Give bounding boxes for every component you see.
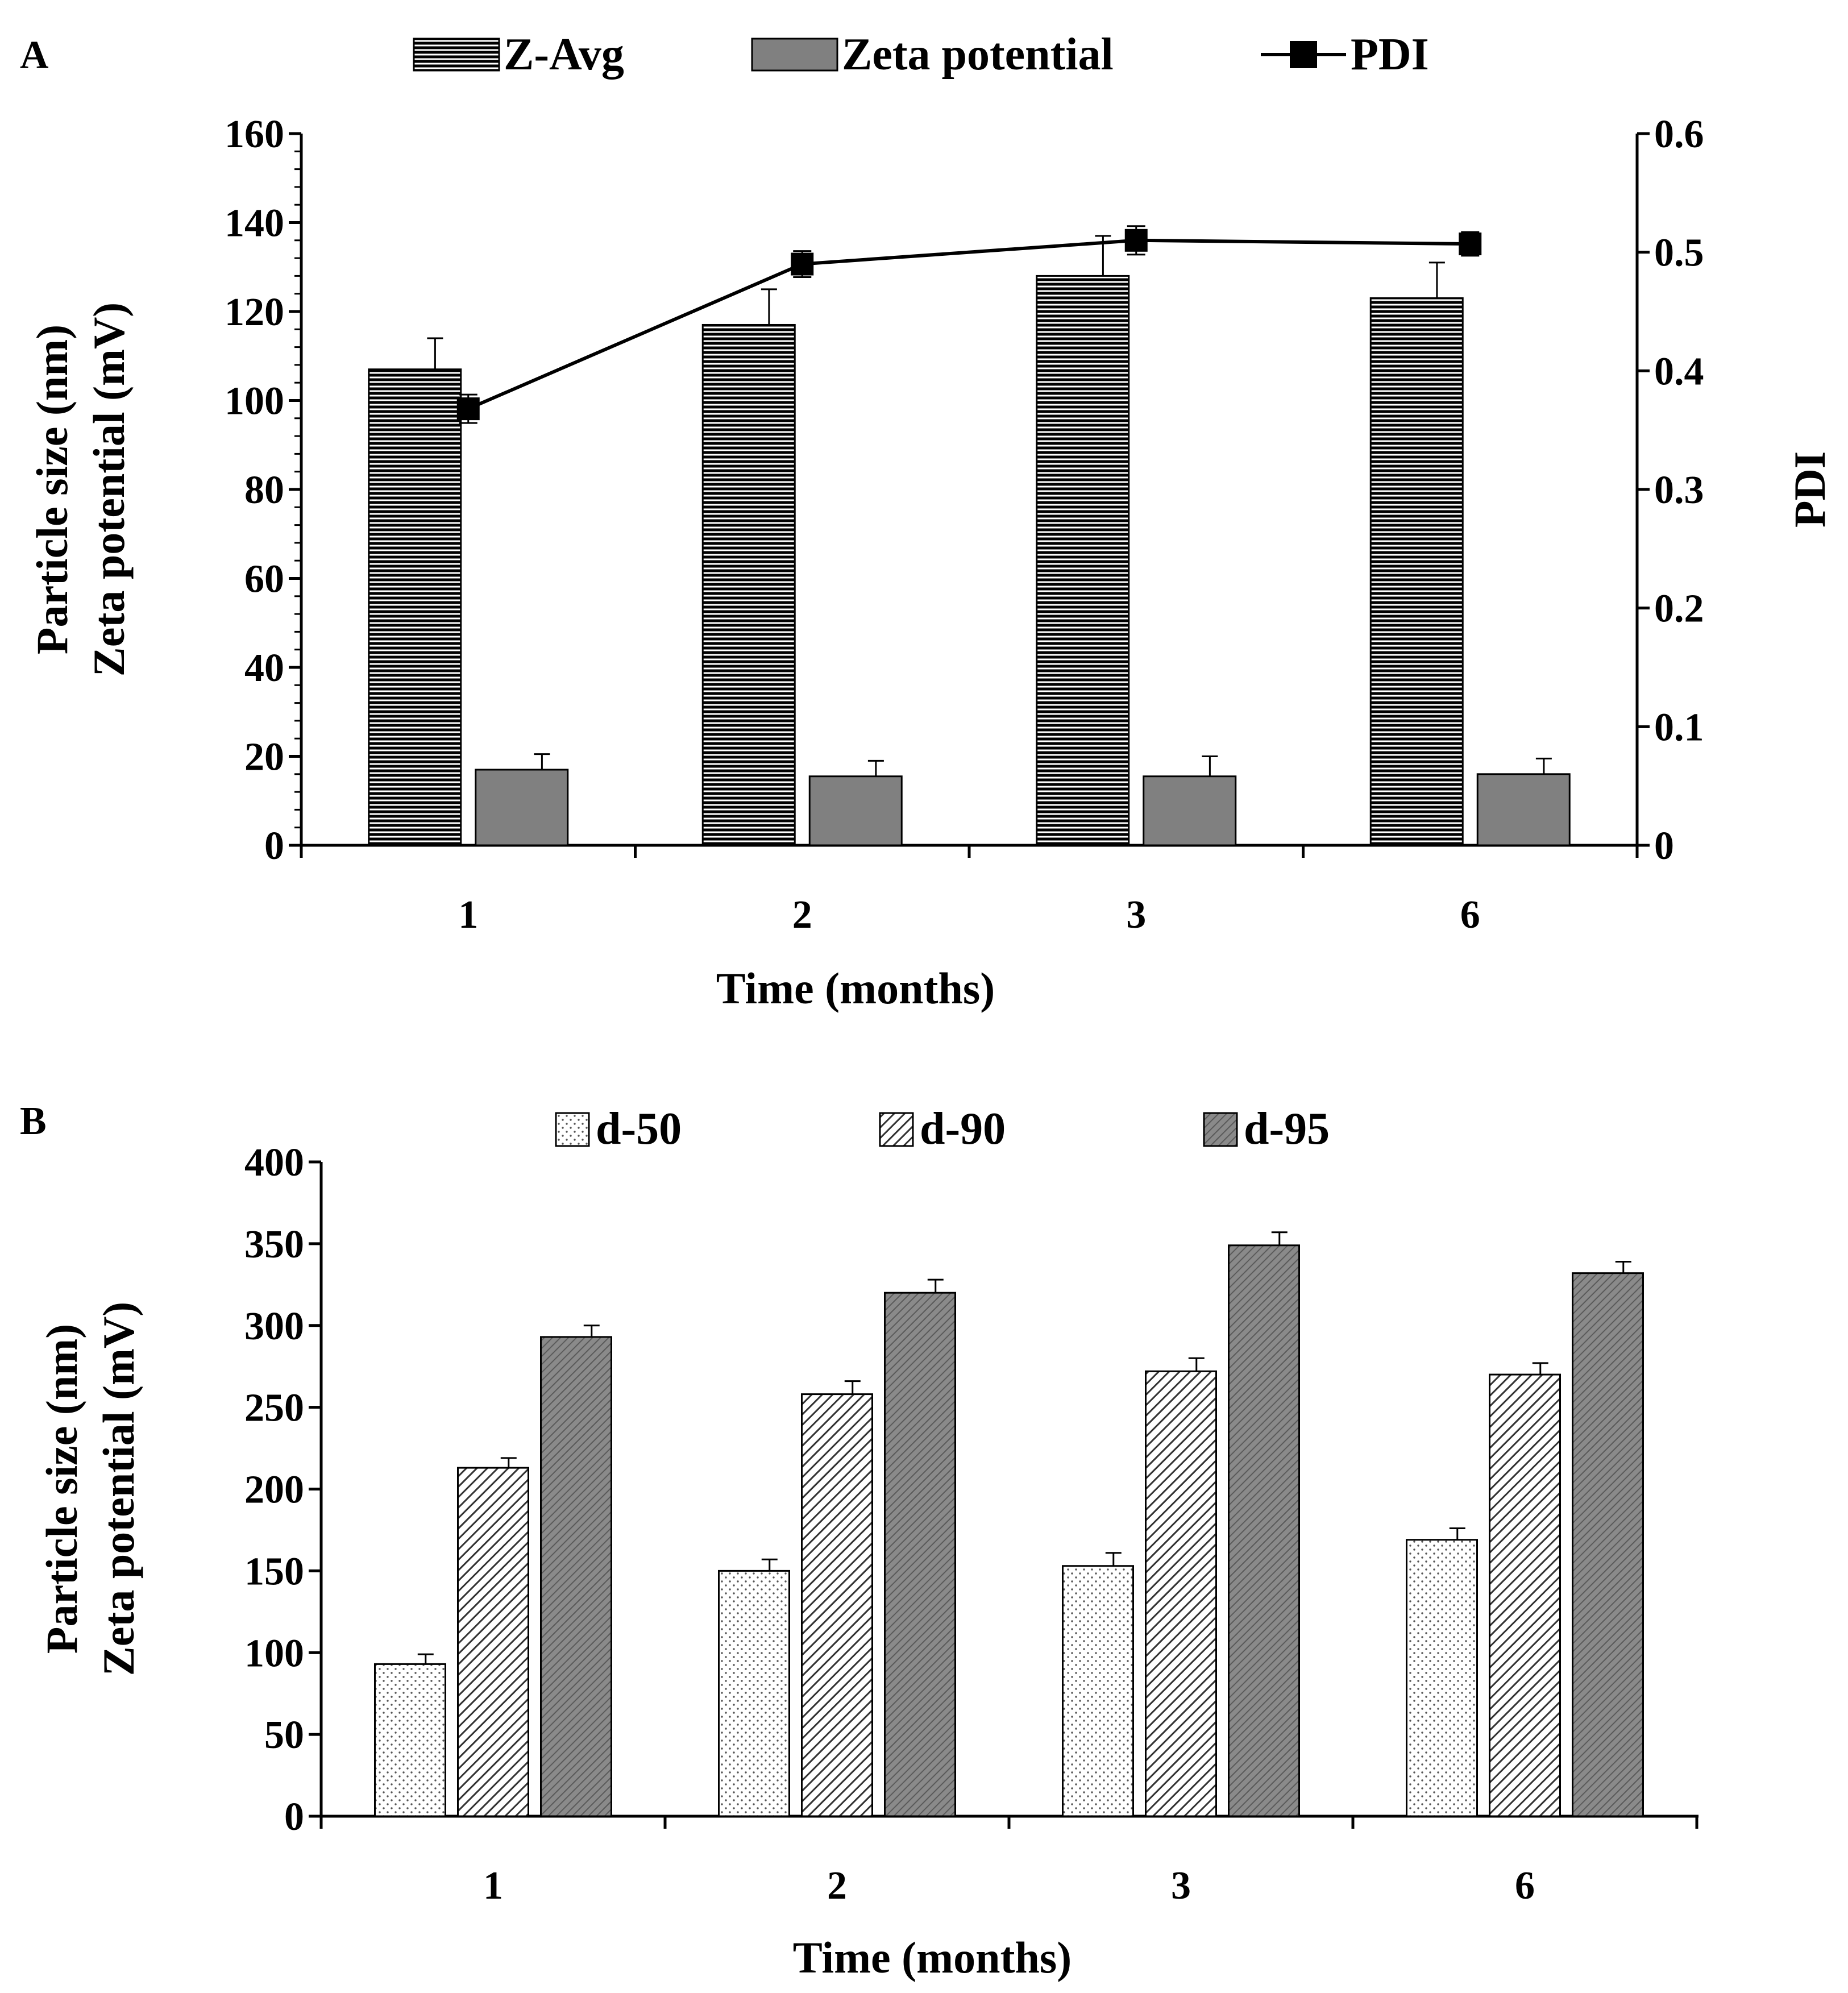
- panel-b-x-ticks: 1 2 3 6: [319, 1816, 1699, 1908]
- panel-b-bar: [1062, 1565, 1134, 1817]
- panel-a-bar: [1369, 297, 1464, 846]
- legend-label-pdi: PDI: [1351, 30, 1429, 80]
- panel-a-x-tick-label: 2: [792, 893, 812, 937]
- panel-a-pdi-line: [456, 225, 1482, 424]
- panel-a-y2-tick-label: 0.2: [1654, 587, 1704, 631]
- panel-b-y-tick-label: 50: [264, 1713, 304, 1757]
- panel-a-y2-tick-label: 0.6: [1654, 113, 1704, 156]
- panel-a-y2-tick-label: 0.4: [1654, 350, 1704, 393]
- panel-a-y-tick-label: 20: [244, 736, 284, 779]
- pdi-point: [456, 397, 480, 421]
- panel-b-bar: [540, 1336, 612, 1817]
- panel-b-bar: [718, 1570, 790, 1817]
- panel-b-bar: [884, 1292, 956, 1817]
- panel-a-y-title-1: Particle size (nm): [27, 325, 77, 654]
- panel-b-y-tick-label: 150: [244, 1550, 304, 1593]
- legend-swatch-zavg: [413, 38, 500, 72]
- legend-label-zavg: Z-Avg: [504, 30, 624, 80]
- panel-a-bar: [701, 323, 796, 846]
- panel-a-y2-tick-label: 0.1: [1654, 705, 1704, 749]
- panel-b-y-tick-label: 300: [244, 1305, 304, 1348]
- panel-b-bar: [1572, 1272, 1644, 1817]
- panel-b-bar: [374, 1663, 446, 1817]
- panel-b-bar: [1489, 1373, 1561, 1817]
- panel-a-x-title: Time (months): [716, 964, 995, 1013]
- panel-b-y-tick-label: 200: [244, 1468, 304, 1512]
- panel-b-y-tick-label: 0: [284, 1795, 304, 1839]
- pdi-point: [791, 252, 814, 276]
- panel-b-bars: [374, 1231, 1644, 1817]
- panel-b-y-title-1: Particle size (nm): [37, 1324, 86, 1654]
- panel-a-y2-tick-label: 0.5: [1654, 231, 1704, 275]
- panel-a-y-ticks: 0 20 40 60 80 100 120 140 160: [225, 113, 301, 868]
- panel-a-y-tick-label: 160: [225, 113, 284, 156]
- panel-a-bar: [368, 368, 462, 846]
- legend-swatch-d95: [1203, 1112, 1238, 1147]
- panel-a-y-tick-label: 100: [225, 380, 284, 423]
- panel-a-y-tick-label: 40: [244, 646, 284, 690]
- panel-a-label: A: [20, 34, 49, 77]
- legend-label-d95: d-95: [1244, 1104, 1330, 1154]
- panel-b-label: B: [20, 1099, 47, 1143]
- panel-b-y-tick-label: 350: [244, 1223, 304, 1267]
- panel-a-y-title-2: Zeta potential (mV): [84, 302, 134, 677]
- panel-b-y-tick-label: 400: [244, 1141, 304, 1185]
- pdi-point: [1459, 232, 1482, 256]
- panel-a-x-tick-label: 6: [1460, 893, 1480, 937]
- panel-a-y-tick-label: 140: [225, 202, 284, 246]
- legend-swatch-d50: [555, 1112, 590, 1147]
- legend-swatch-d90: [879, 1112, 914, 1147]
- legend-label-d50: d-50: [596, 1104, 682, 1154]
- panel-a-bar: [808, 775, 903, 846]
- panel-b-x-tick-label: 6: [1515, 1864, 1535, 1908]
- panel-b-bar: [801, 1393, 873, 1817]
- pdi-series-line: [467, 238, 1471, 410]
- panel-a-y-tick-label: 0: [264, 824, 284, 868]
- panel-b-x-title: Time (months): [793, 1933, 1072, 1982]
- panel-a-y2-ticks: 0 0.1 0.2 0.3 0.4 0.5 0.6: [1637, 113, 1704, 868]
- panel-b-y-tick-label: 250: [244, 1386, 304, 1430]
- panel-a-y-tick-label: 80: [244, 468, 284, 512]
- pdi-point: [1124, 229, 1148, 252]
- panel-b-y-title-2: Zeta potential (mV): [94, 1302, 143, 1676]
- panel-a-bar: [1036, 275, 1130, 846]
- panel-a-y-tick-label: 120: [225, 290, 284, 334]
- panel-a-bar: [1476, 773, 1571, 846]
- legend-swatch-zeta: [751, 38, 838, 72]
- panel-b-x-tick-label: 3: [1171, 1864, 1191, 1908]
- legend-label-zeta: Zeta potential: [842, 30, 1114, 80]
- panel-a-bar: [1143, 775, 1237, 846]
- panel-a-x-tick-label: 3: [1126, 893, 1146, 937]
- panel-a-y2-tick-label: 0: [1654, 824, 1674, 868]
- panel-b-x-tick-label: 1: [483, 1864, 503, 1908]
- panel-a-y-tick-label: 60: [244, 558, 284, 601]
- panel-b-legend: d-50 d-90 d-95: [555, 1104, 1330, 1154]
- panel-b-bar: [1228, 1244, 1300, 1817]
- panel-a: A Z-Avg Zeta potential PDI 0204060801001…: [20, 30, 1834, 1013]
- legend-label-d90: d-90: [920, 1104, 1006, 1154]
- panel-b: B d-50 d-90 d-95 0 50 100 150 200 250 300 350 40…: [20, 1099, 1699, 1982]
- panel-a-bar: [475, 769, 569, 846]
- panel-b-bar: [457, 1467, 529, 1817]
- panel-b-x-tick-label: 2: [827, 1864, 847, 1908]
- panel-a-y2-tick-label: 0.3: [1654, 468, 1704, 512]
- legend-marker-pdi: [1290, 41, 1317, 68]
- panel-a-x-ticks: 1 2 3 6: [300, 845, 1639, 937]
- panel-b-bar: [1406, 1539, 1478, 1817]
- panel-a-x-tick-label: 1: [458, 893, 478, 937]
- panel-b-bar: [1145, 1370, 1217, 1817]
- panel-a-legend: Z-Avg Zeta potential PDI: [413, 30, 1429, 80]
- panel-b-y-tick-label: 100: [244, 1631, 304, 1675]
- panel-a-bars: [368, 235, 1571, 846]
- panel-a-y2-title: PDI: [1785, 451, 1834, 528]
- panel-b-y-ticks: 0 50 100 150 200 250 300 350 400: [244, 1141, 321, 1839]
